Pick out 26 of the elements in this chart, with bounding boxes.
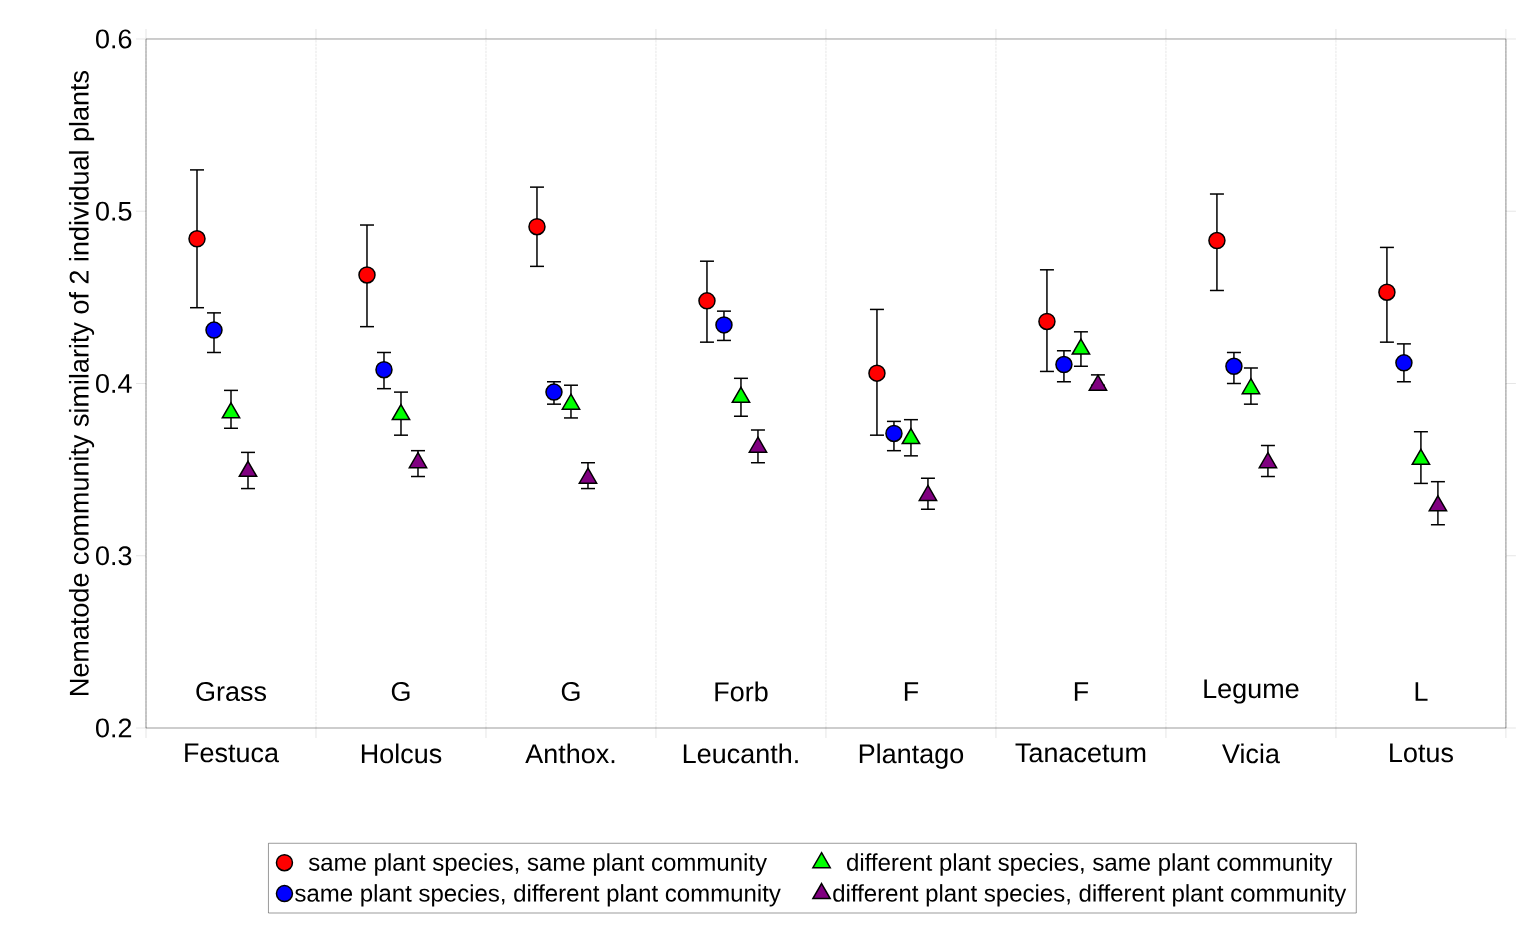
x-tick-label: Leucanth.: [683, 743, 798, 764]
annotation: G: [561, 681, 580, 702]
x-tick-label: Lotus: [1390, 743, 1453, 763]
legend-label: different plant species, different plant community: [833, 884, 1347, 907]
annotation: Legume: [1204, 679, 1299, 704]
x-tick-label: Vicia: [1222, 743, 1280, 764]
annotation: F: [1074, 682, 1089, 701]
y-tick-label: 0.2: [96, 718, 132, 738]
annotation: Grass: [196, 681, 267, 702]
annotation: Forb: [715, 681, 768, 702]
legend-label: same plant species, different plant community: [295, 884, 781, 907]
x-tick-label: Tanacetum: [1015, 743, 1146, 763]
x-tick-label: Holcus: [361, 743, 442, 764]
legend-label: same plant species, same plant community: [308, 853, 767, 876]
annotation: L: [1415, 682, 1428, 701]
annotation: G: [391, 681, 410, 702]
y-tick-label: 0.6: [96, 29, 132, 49]
x-tick-label: Anthox.: [525, 743, 615, 764]
y-tick-label: 0.4: [96, 373, 132, 394]
y-tick-label: 0.3: [96, 546, 132, 566]
y-tick-label: 0.5: [96, 201, 132, 221]
x-tick-label: Festuca: [185, 743, 280, 763]
legend-label: different plant species, same plant community: [847, 853, 1333, 876]
annotation: F: [904, 682, 919, 701]
y-axis-title: Nematode community similarity of 2 individual plants: [68, 70, 95, 695]
x-tick-label: Plantago: [859, 743, 964, 769]
